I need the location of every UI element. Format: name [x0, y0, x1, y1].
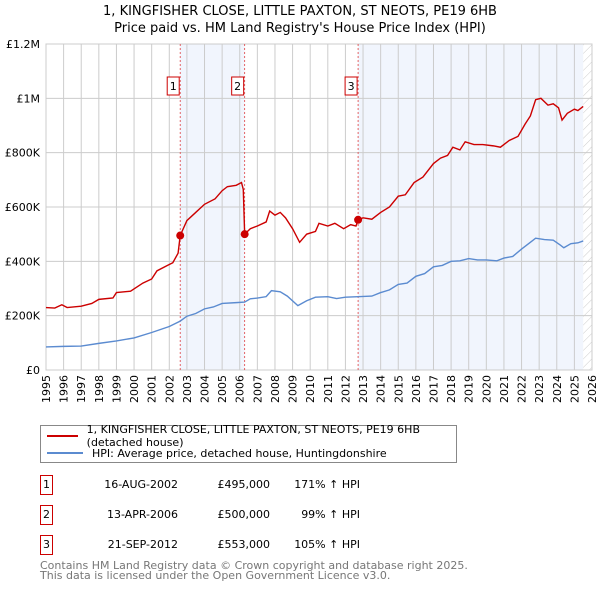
sale-label-box [166, 76, 180, 96]
footer-line: Contains HM Land Registry data © Crown c… [40, 559, 468, 572]
sale-price: £495,000 [217, 478, 271, 491]
series-line [45, 237, 584, 348]
sale-number: 3 [40, 535, 53, 555]
x-tick-label: 2003 [181, 375, 194, 403]
series-line [45, 97, 584, 309]
y-tick-label: £200K [5, 310, 41, 323]
x-tick-label: 2013 [357, 375, 370, 403]
x-tick-label: 2010 [304, 375, 317, 403]
x-tick-label: 2024 [551, 375, 564, 403]
x-tick-label: 2022 [516, 375, 529, 403]
x-tick-label: 2005 [216, 375, 229, 403]
price-chart: 1995 1996 1997 1998 1999 2000 2001 2002 2003 2004… [5, 38, 599, 403]
y-tick-label: £1.2M [6, 38, 40, 51]
sale-date: 13-APR-2006 [106, 508, 178, 521]
sale-date: 21-SEP-2012 [107, 538, 178, 551]
sale-point [176, 231, 185, 240]
sale-label: 1 [170, 80, 177, 93]
sale-hpi-change: 105% ↑ HPI [294, 538, 360, 551]
legend-label: HPI: Average price, detached house, Hunt… [92, 446, 387, 460]
x-tick-label: 2009 [287, 375, 300, 403]
legend-swatch [47, 452, 83, 454]
x-tick-label: 2011 [322, 375, 335, 403]
x-tick-label: 2015 [392, 375, 405, 403]
x-tick-label: 2025 [568, 375, 581, 403]
y-tick-label: £400K [5, 255, 41, 268]
plot-border [45, 43, 593, 371]
x-tick-label: 1998 [93, 375, 106, 403]
sale-number: 2 [40, 505, 53, 525]
sale-hpi-change: 171% ↑ HPI [294, 478, 360, 491]
sale-price: £553,000 [217, 538, 271, 551]
x-tick-label: 2014 [375, 375, 388, 403]
x-tick-label: 1999 [110, 375, 123, 403]
x-tick-label: 2018 [445, 375, 458, 403]
sale-label-box [344, 76, 358, 96]
x-tick-label: 2000 [128, 375, 141, 403]
y-tick-label: £800K [5, 147, 41, 160]
x-tick-label: 2001 [146, 375, 159, 403]
legend-item-hpi: HPI: Average price, detached house, Hunt… [47, 445, 387, 461]
sale-row: 3 21-SEP-2012 £553,000 105% ↑ HPI [40, 535, 440, 555]
sale-price: £500,000 [217, 508, 271, 521]
y-tick-label: £0 [26, 364, 40, 377]
sale-number: 1 [40, 475, 53, 495]
chart-legend: 1, KINGFISHER CLOSE, LITTLE PAXTON, ST N… [40, 423, 457, 463]
sale-row: 2 13-APR-2006 £500,000 99% ↑ HPI [40, 505, 440, 525]
x-tick-label: 2017 [427, 375, 440, 403]
sale-point [354, 215, 363, 224]
chart-title: 1, KINGFISHER CLOSE, LITTLE PAXTON, ST N… [103, 4, 497, 19]
sale-label: 2 [234, 80, 241, 93]
sale-date: 16-AUG-2002 [104, 478, 178, 491]
sale-row: 1 16-AUG-2002 £495,000 171% ↑ HPI [40, 475, 440, 495]
x-tick-label: 2012 [339, 375, 352, 403]
x-tick-label: 2021 [498, 375, 511, 403]
x-tick-label: 1996 [58, 375, 71, 403]
sale-label-box [231, 76, 245, 96]
footer-line: This data is licensed under the Open Gov… [40, 569, 391, 582]
x-tick-label: 2002 [163, 375, 176, 403]
x-tick-label: 2006 [234, 375, 247, 403]
chart-subtitle: Price paid vs. HM Land Registry's House … [114, 21, 486, 36]
y-tick-label: £600K [5, 201, 41, 214]
x-tick-label: 2016 [410, 375, 423, 403]
footer: Contains HM Land Registry data © Crown c… [40, 559, 468, 582]
x-tick-label: 1995 [40, 375, 53, 403]
y-tick-label: £1M [17, 92, 41, 105]
legend-swatch [47, 435, 78, 437]
x-tick-label: 2026 [586, 375, 599, 403]
x-tick-label: 2007 [251, 375, 264, 403]
x-tick-label: 2023 [533, 375, 546, 403]
x-tick-label: 2020 [480, 375, 493, 403]
legend-label: 1, KINGFISHER CLOSE, LITTLE PAXTON, ST N… [86, 423, 420, 449]
sale-label: 3 [348, 80, 355, 93]
legend-item-property: 1, KINGFISHER CLOSE, LITTLE PAXTON, ST N… [47, 423, 456, 449]
x-tick-label: 2019 [463, 375, 476, 403]
x-tick-label: 2008 [269, 375, 282, 403]
sale-hpi-change: 99% ↑ HPI [301, 508, 360, 521]
x-tick-label: 1997 [75, 375, 88, 403]
sale-point [240, 230, 249, 239]
x-tick-label: 2004 [199, 375, 212, 403]
